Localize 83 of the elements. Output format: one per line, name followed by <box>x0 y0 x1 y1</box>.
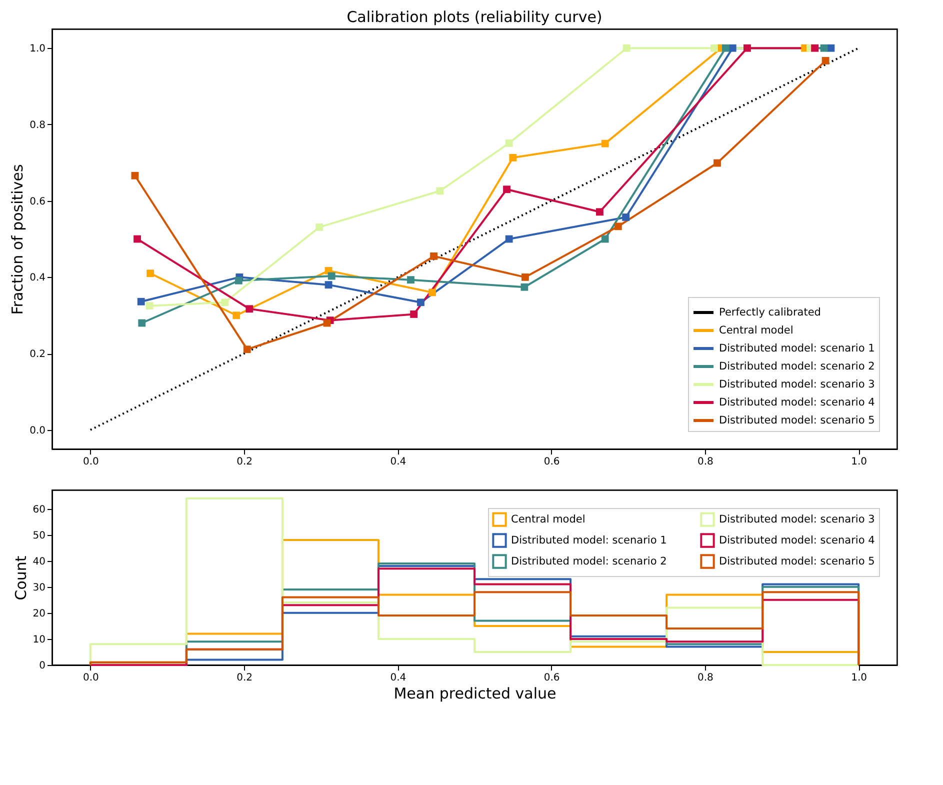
legend-label: Distributed model: scenario 4 <box>719 396 876 408</box>
x-tick-label: 0.0 <box>82 456 99 468</box>
point <box>221 298 229 306</box>
point <box>614 222 622 230</box>
y-axis-title: Fraction of positives <box>8 164 27 315</box>
point <box>728 44 736 52</box>
x-tick-label: 0.4 <box>390 672 406 684</box>
point <box>428 288 436 296</box>
x-tick-label: 0.6 <box>544 456 560 468</box>
legend-label: Distributed model: scenario 3 <box>719 378 875 390</box>
point <box>316 223 324 231</box>
y-tick-label: 1.0 <box>30 44 46 55</box>
point <box>328 272 336 280</box>
chart-title: Calibration plots (reliability curve) <box>346 8 602 26</box>
x-tick-label: 0.0 <box>82 672 99 684</box>
legend-label: Distributed model: scenario 3 <box>719 514 875 526</box>
point <box>234 276 242 284</box>
point <box>520 283 528 291</box>
y-tick-label: 50 <box>32 530 46 542</box>
point <box>743 44 751 52</box>
point <box>324 281 332 289</box>
point <box>811 44 819 52</box>
point <box>596 208 604 216</box>
point <box>232 312 240 320</box>
x-tick-label: 0.2 <box>236 672 252 684</box>
y-tick-label: 20 <box>32 608 46 620</box>
point <box>246 305 254 313</box>
point <box>710 44 718 52</box>
point <box>521 273 529 281</box>
x-tick-label: 1.0 <box>851 672 868 684</box>
point <box>137 298 145 306</box>
y-tick-label: 10 <box>32 634 46 646</box>
y-tick-label: 0.4 <box>30 272 46 284</box>
point <box>243 346 251 354</box>
x-tick-label: 0.6 <box>544 672 560 684</box>
point <box>410 310 418 318</box>
point <box>503 186 510 194</box>
point <box>134 235 141 243</box>
point <box>622 214 630 221</box>
point <box>146 270 154 278</box>
x-tick-label: 0.4 <box>390 456 406 468</box>
x-tick-label: 1.0 <box>851 456 868 468</box>
point <box>505 139 513 147</box>
point <box>131 172 139 180</box>
point <box>622 44 630 52</box>
y-tick-label: 30 <box>32 582 46 594</box>
legend-label: Distributed model: scenario 5 <box>719 556 875 568</box>
legend-label: Distributed model: scenario 2 <box>511 556 667 568</box>
point <box>436 187 444 195</box>
x-axis-title: Mean predicted value <box>394 684 556 702</box>
point <box>601 235 609 243</box>
point <box>822 56 830 64</box>
x-tick-label: 0.2 <box>236 456 252 468</box>
point <box>505 235 513 243</box>
legend-label: Distributed model: scenario 2 <box>719 360 875 372</box>
point <box>509 154 517 162</box>
point <box>407 276 414 284</box>
legend-label: Perfectly calibrated <box>719 306 821 318</box>
point <box>820 44 828 52</box>
legend-label: Central model <box>511 514 586 526</box>
legend-label: Distributed model: scenario 5 <box>719 414 875 426</box>
y-axis-title: Count <box>12 556 30 600</box>
point <box>601 140 609 148</box>
y-tick-label: 0.0 <box>30 425 46 436</box>
point <box>714 159 721 167</box>
y-tick-label: 40 <box>32 556 46 568</box>
x-tick-label: 0.8 <box>698 456 714 468</box>
point <box>722 44 730 52</box>
legend-label: Central model <box>719 324 794 336</box>
legend-label: Distributed model: scenario 1 <box>511 534 667 546</box>
point <box>146 302 154 310</box>
y-tick-label: 0.6 <box>30 196 46 208</box>
point <box>417 298 424 306</box>
legend-label: Distributed model: scenario 1 <box>719 342 875 354</box>
x-tick-label: 0.8 <box>698 672 714 684</box>
y-tick-label: 0 <box>39 660 46 672</box>
point <box>138 319 146 327</box>
point <box>430 252 438 260</box>
y-tick-label: 0.8 <box>30 120 46 131</box>
y-tick-label: 0.2 <box>30 349 46 360</box>
y-tick-label: 60 <box>32 504 46 516</box>
point <box>827 44 835 52</box>
legend-label: Distributed model: scenario 4 <box>719 534 876 546</box>
